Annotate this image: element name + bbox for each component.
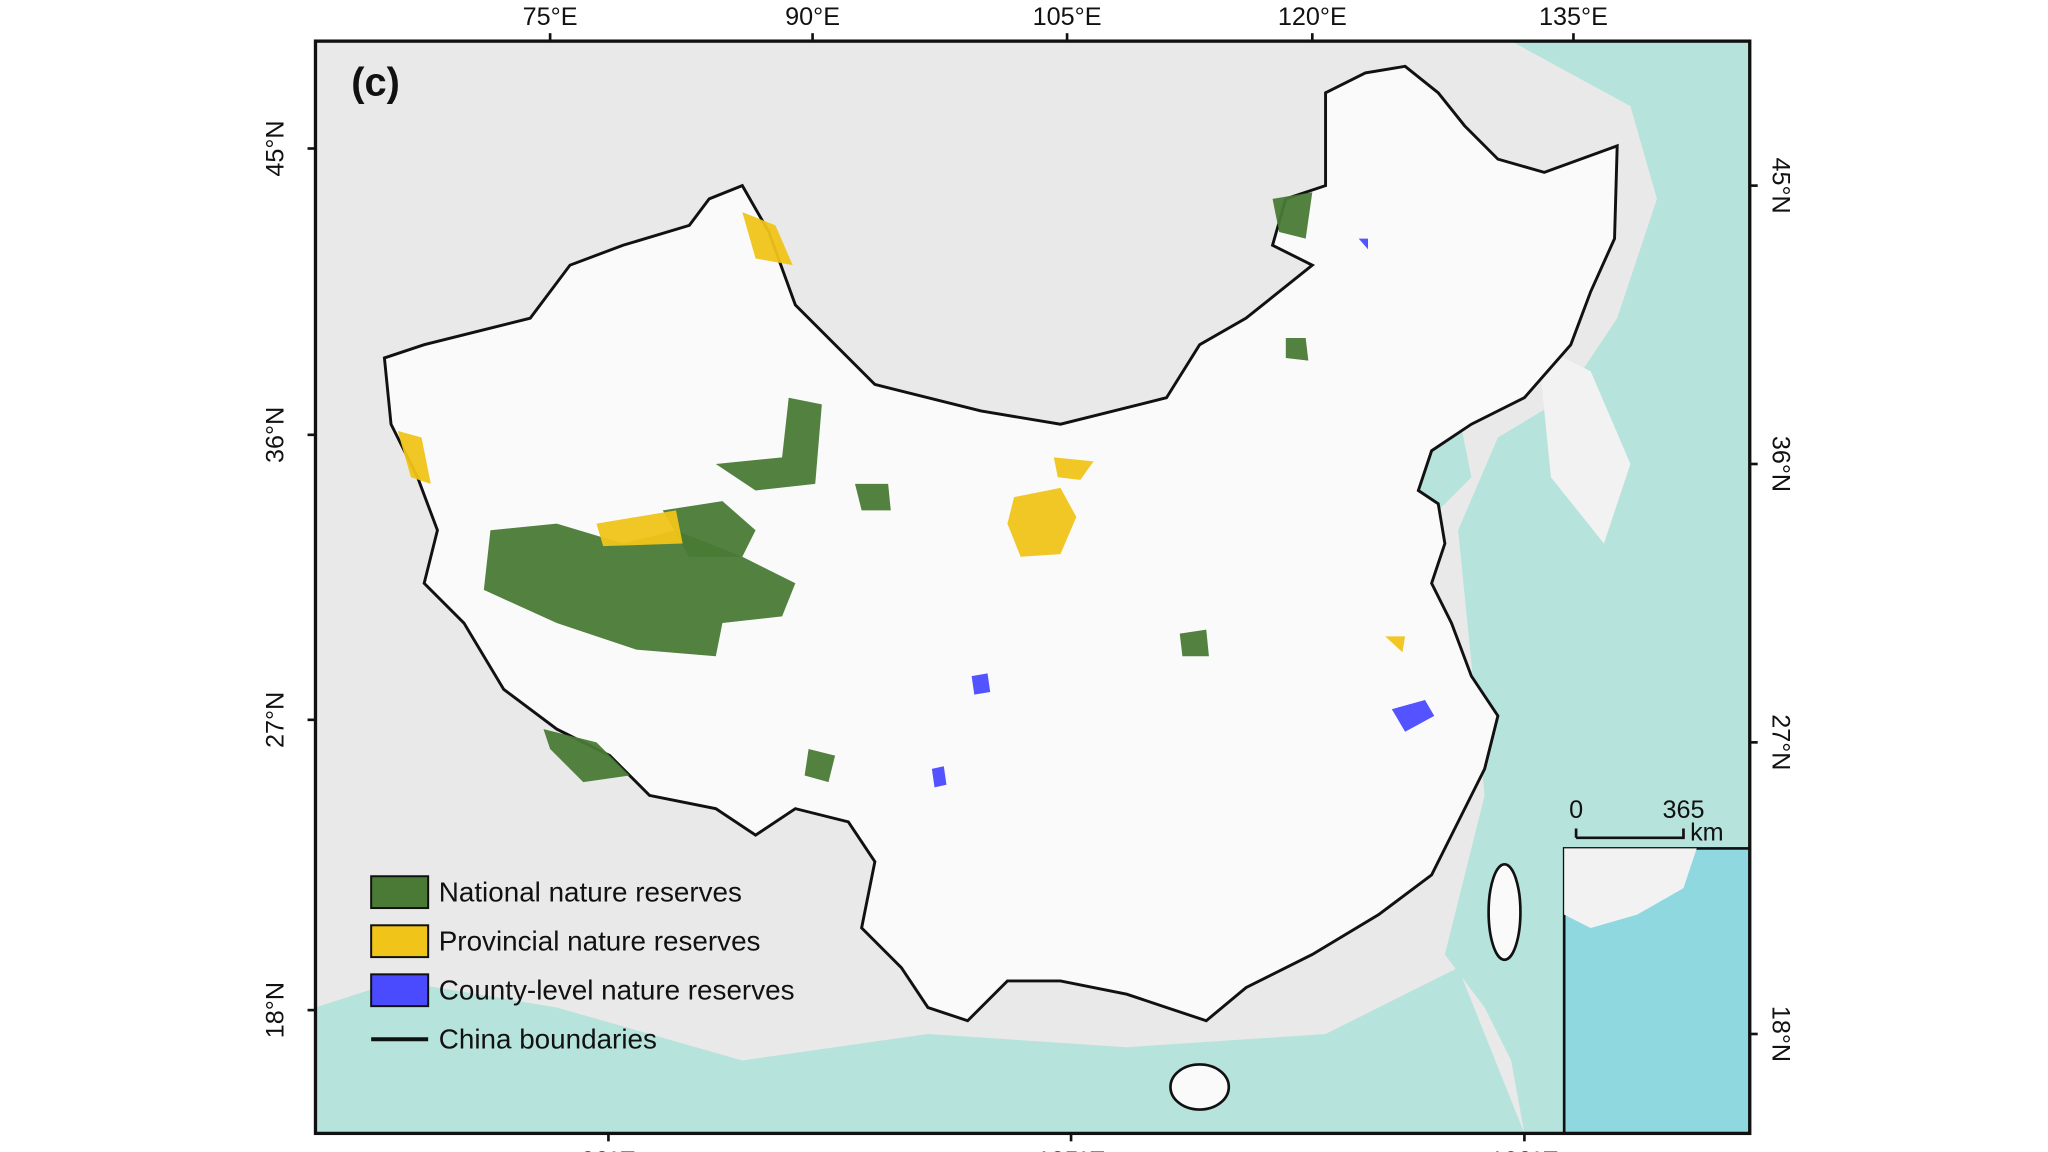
panel-label: (c)	[351, 60, 400, 104]
scale-start: 0	[1569, 796, 1583, 824]
left-tick-label: 45°N	[262, 120, 290, 176]
legend-label: China boundaries	[439, 1024, 657, 1055]
bottom-tick-label: 120°E	[1490, 1147, 1559, 1152]
reserve	[596, 510, 683, 547]
legend-swatch	[370, 924, 430, 959]
reserve	[1053, 457, 1094, 480]
top-tick-label: 120°E	[1278, 3, 1347, 31]
legend-label: Provincial nature reserves	[439, 925, 761, 956]
scale-end: 365	[1662, 796, 1704, 824]
top-tick-label: 75°E	[523, 3, 578, 31]
inset-land	[1564, 848, 1697, 928]
top-tick-label: 135°E	[1539, 3, 1608, 31]
reserve	[931, 766, 947, 788]
reserve	[543, 729, 630, 783]
top-tick-label: 90°E	[785, 3, 840, 31]
reserve	[1285, 338, 1309, 361]
bottom-tick-label: 90°E	[581, 1147, 636, 1152]
scale-bar	[1574, 828, 1685, 840]
reserve	[804, 748, 836, 783]
bottom-tick-label: 105°E	[1037, 1147, 1106, 1152]
reserve	[662, 501, 756, 557]
right-tick-label: 36°N	[1766, 436, 1794, 492]
scale-unit: km	[1690, 818, 1724, 846]
left-tick-label: 18°N	[262, 982, 290, 1038]
top-tick-label: 105°E	[1033, 3, 1102, 31]
left-tick-label: 27°N	[262, 692, 290, 748]
reserve	[854, 483, 891, 511]
china-boundary	[382, 64, 1619, 1023]
korea	[1537, 344, 1631, 544]
right-tick-label: 18°N	[1766, 1006, 1794, 1062]
map-body	[315, 41, 1750, 1134]
reserve	[715, 397, 822, 491]
map-frame	[313, 39, 1752, 1136]
left-tick-label: 36°N	[262, 407, 290, 463]
hainan	[1169, 1063, 1231, 1111]
taiwan	[1487, 862, 1522, 962]
reserve	[397, 430, 431, 484]
reserve	[1272, 192, 1313, 239]
right-tick-label: 27°N	[1766, 714, 1794, 770]
reserve	[1179, 629, 1209, 657]
reserve	[1007, 487, 1077, 557]
reserve	[742, 212, 793, 266]
legend-swatch	[370, 973, 430, 1008]
reserve	[1391, 699, 1435, 732]
reserve	[971, 673, 991, 695]
reserves	[397, 192, 1435, 788]
right-tick-label: 45°N	[1766, 157, 1794, 213]
legend-label: County-level nature reserves	[439, 975, 795, 1006]
legend-label: National nature reserves	[439, 876, 742, 907]
reserve	[1385, 636, 1406, 653]
legend-swatch	[370, 875, 430, 910]
